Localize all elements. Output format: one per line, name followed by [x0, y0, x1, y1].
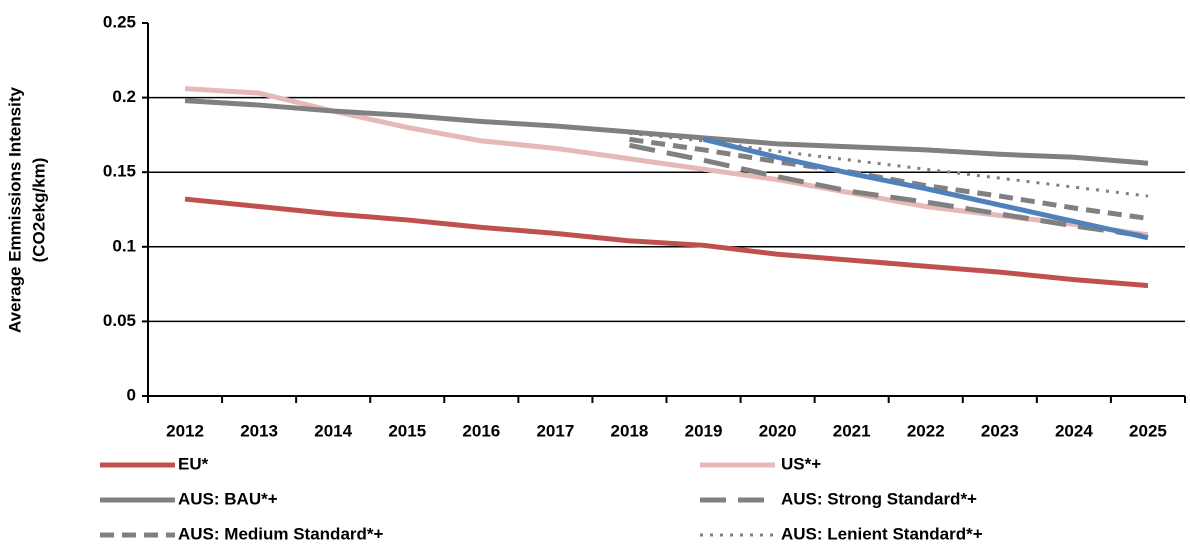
- x-tick-label: 2024: [1055, 421, 1093, 440]
- series-line: [184, 196, 1149, 289]
- series-line: [702, 136, 1149, 241]
- x-tick-label: 2022: [907, 421, 945, 440]
- legend-label: AUS: Strong Standard*+: [781, 489, 977, 508]
- x-tick-label: 2012: [166, 421, 204, 440]
- legend-label: AUS: BAU*+: [178, 489, 278, 508]
- x-tick-label: 2016: [462, 421, 500, 440]
- x-tick-label: 2015: [388, 421, 426, 440]
- series-line: [629, 131, 1149, 198]
- y-tick-label: 0.15: [103, 162, 136, 181]
- y-tick-label: 0.05: [103, 311, 136, 330]
- y-axis-label: Average Emmissions Intensity: [5, 86, 24, 333]
- y-tick-label: 0.2: [112, 87, 136, 106]
- x-tick-label: 2020: [759, 421, 797, 440]
- legend-label: EU*: [178, 454, 209, 473]
- legend-label: US*+: [781, 454, 821, 473]
- x-tick-label: 2017: [536, 421, 574, 440]
- x-tick-label: 2013: [240, 421, 278, 440]
- x-tick-label: 2019: [685, 421, 723, 440]
- x-tick-label: 2025: [1129, 421, 1167, 440]
- y-tick-label: 0: [127, 385, 136, 404]
- legend-label: AUS: Medium Standard*+: [178, 524, 384, 543]
- y-axis-label: (CO2ekg/km): [29, 158, 48, 263]
- y-tick-label: 0.1: [112, 236, 136, 255]
- x-tick-label: 2021: [833, 421, 871, 440]
- legend-label: AUS: Lenient Standard*+: [781, 524, 983, 543]
- x-tick-label: 2023: [981, 421, 1019, 440]
- y-tick-label: 0.25: [103, 12, 136, 31]
- series-line: [184, 98, 1149, 166]
- x-tick-label: 2018: [611, 421, 649, 440]
- series-line: [628, 142, 1149, 239]
- x-tick-label: 2014: [314, 421, 352, 440]
